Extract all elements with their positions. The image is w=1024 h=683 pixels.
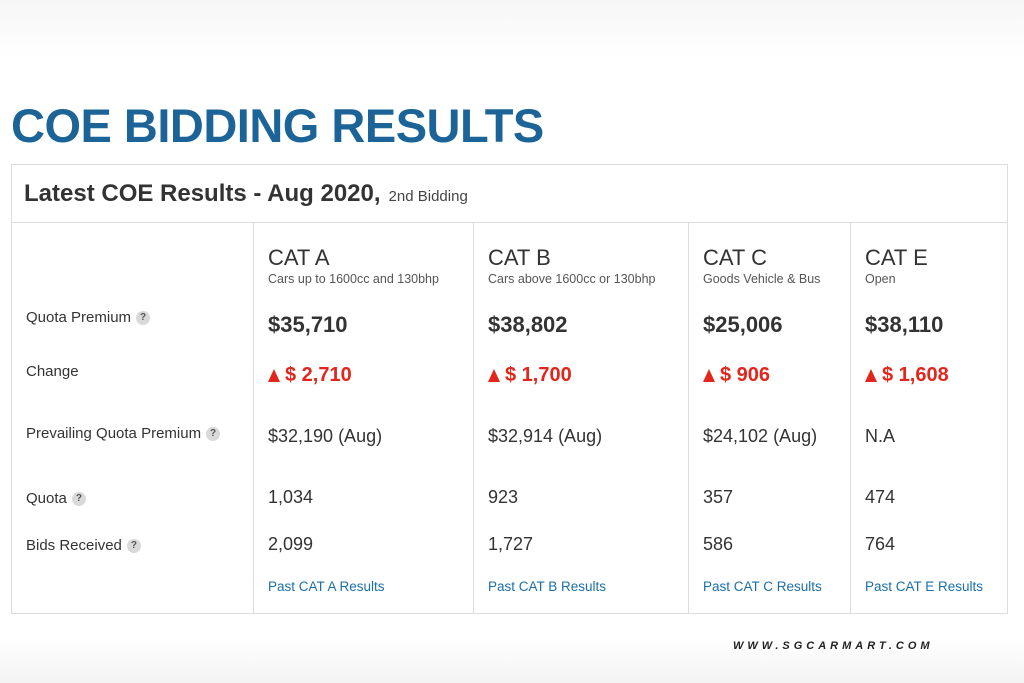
page-title: COE BIDDING RESULTS: [11, 99, 544, 152]
change-label-text: Change: [26, 363, 79, 380]
quota-premium-label-text: Quota Premium: [26, 309, 132, 326]
bids-label-text: Bids Received: [26, 537, 122, 554]
help-icon[interactable]: ?: [206, 426, 221, 441]
up-arrow-icon: [268, 369, 280, 382]
results-grid: Quota Premium ? Change Prevailing Quota …: [12, 223, 1007, 613]
past-cat-a-results-link[interactable]: Past CAT A Results: [268, 579, 385, 594]
change-value: $ 1,608: [865, 364, 1001, 387]
background-top-strip: [0, 0, 1024, 60]
help-icon[interactable]: ?: [71, 491, 86, 506]
change-amount: $ 906: [720, 364, 771, 386]
prevailing-label-text: Prevailing Quota Premium: [26, 425, 202, 442]
change-value: $ 1,700: [488, 364, 682, 387]
category-name: CAT E: [865, 245, 928, 270]
help-icon[interactable]: ?: [126, 538, 141, 553]
change-label: Change: [26, 363, 247, 380]
card-header: Latest COE Results - Aug 2020, 2nd Biddi…: [12, 165, 1007, 223]
prevailing-quota-premium-label: Prevailing Quota Premium ?: [26, 425, 247, 442]
bids-received-value: 586: [703, 534, 734, 554]
change-value: $ 2,710: [268, 364, 467, 387]
category-description: Goods Vehicle & Bus: [703, 272, 821, 286]
category-column-cat-b: CAT B Cars above 1600cc or 130bhp $38,80…: [474, 223, 689, 613]
category-column-cat-a: CAT A Cars up to 1600cc and 130bhp $35,7…: [254, 223, 474, 613]
quota-value: 474: [865, 487, 896, 507]
change-amount: $ 1,608: [882, 364, 949, 386]
category-name: CAT A: [268, 245, 330, 270]
card-heading: Latest COE Results - Aug 2020,: [24, 179, 381, 207]
bids-received-value: 1,727: [488, 534, 534, 554]
site-watermark: WWW.SGCARMART.COM: [733, 640, 934, 652]
change-amount: $ 1,700: [505, 364, 572, 386]
quota-value: 357: [703, 487, 734, 507]
category-column-cat-c: CAT C Goods Vehicle & Bus $25,006 $ 906 …: [689, 223, 851, 613]
category-name: CAT B: [488, 245, 551, 270]
up-arrow-icon: [703, 369, 715, 382]
category-description: Open: [865, 272, 896, 286]
past-cat-b-results-link[interactable]: Past CAT B Results: [488, 579, 607, 594]
quota-label: Quota ?: [26, 490, 247, 507]
quota-premium-label: Quota Premium ?: [26, 309, 247, 326]
category-description: Cars up to 1600cc and 130bhp: [268, 272, 439, 286]
quota-premium-value: $35,710: [268, 312, 348, 337]
bids-received-value: 2,099: [268, 534, 314, 554]
change-value: $ 906: [703, 364, 844, 387]
quota-premium-value: $38,110: [865, 312, 944, 337]
prevailing-quota-premium-value: $24,102 (Aug): [703, 426, 818, 446]
change-amount: $ 2,710: [285, 364, 352, 386]
quota-value: 1,034: [268, 487, 314, 507]
past-cat-e-results-link[interactable]: Past CAT E Results: [865, 579, 984, 594]
category-description: Cars above 1600cc or 130bhp: [488, 272, 656, 286]
background-bottom-strip: [0, 638, 1024, 683]
bids-received-label: Bids Received ?: [26, 537, 247, 554]
prevailing-quota-premium-value: $32,190 (Aug): [268, 426, 383, 446]
coe-results-card: Latest COE Results - Aug 2020, 2nd Biddi…: [11, 164, 1008, 614]
row-labels-column: Quota Premium ? Change Prevailing Quota …: [12, 223, 254, 613]
category-column-cat-e: CAT E Open $38,110 $ 1,608 N.A 474 764 P…: [851, 223, 1007, 613]
prevailing-quota-premium-value: $32,914 (Aug): [488, 426, 603, 446]
past-cat-c-results-link[interactable]: Past CAT C Results: [703, 579, 822, 594]
quota-premium-value: $38,802: [488, 312, 568, 337]
card-subheading: 2nd Bidding: [388, 188, 468, 205]
category-name: CAT C: [703, 245, 767, 270]
bids-received-value: 764: [865, 534, 896, 554]
prevailing-quota-premium-value: N.A: [865, 426, 896, 446]
quota-label-text: Quota: [26, 490, 67, 507]
help-icon[interactable]: ?: [136, 310, 151, 325]
up-arrow-icon: [488, 369, 500, 382]
up-arrow-icon: [865, 369, 877, 382]
quota-premium-value: $25,006: [703, 312, 783, 337]
quota-value: 923: [488, 487, 519, 507]
